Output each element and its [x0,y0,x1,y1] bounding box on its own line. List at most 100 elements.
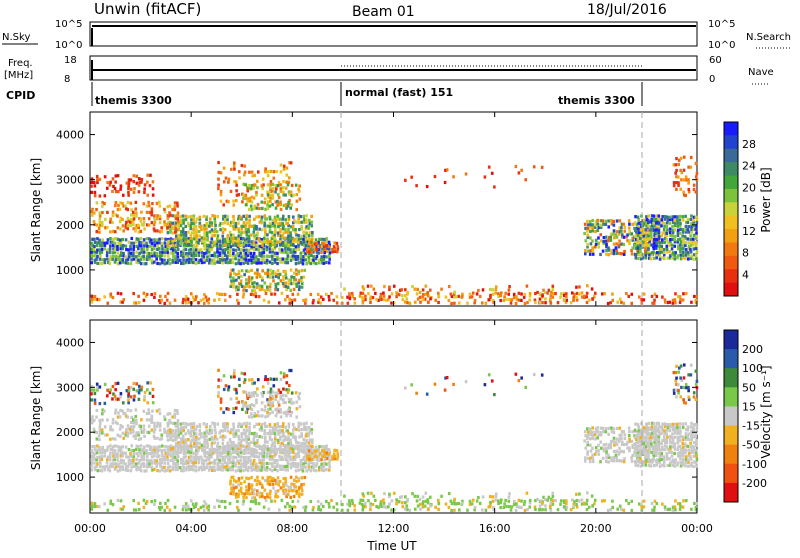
velocity-cell [195,436,198,439]
power-cell [600,239,603,242]
power-cell [287,204,290,207]
power-cell [650,228,653,231]
velocity-cell [110,500,113,503]
velocity-cell [142,448,145,451]
velocity-cell [180,447,183,450]
power-cell [98,227,101,230]
power-cell [167,240,170,243]
power-cell [143,299,146,302]
power-cell [446,168,449,171]
velocity-cell [372,503,375,506]
velocity-cell [287,408,290,411]
velocity-cell [401,501,404,504]
velocity-cell [504,499,507,502]
power-cell [578,292,581,295]
velocity-cell [550,509,553,512]
velocity-cell [133,398,136,401]
velocity-cell [177,428,180,431]
power-cell [245,252,248,255]
velocity-cell [198,446,201,449]
velocity-cell [287,391,290,394]
velocity-cell [245,465,248,468]
power-cell [230,190,233,193]
power-cell [315,248,318,251]
power-cell [292,215,295,218]
power-cell [187,231,190,234]
velocity-cell [596,436,599,439]
velocity-cell [130,395,133,398]
velocity-cell [200,456,203,459]
power-cell [129,245,132,248]
power-cell [143,227,146,230]
velocity-cell [180,450,183,453]
velocity-cell [91,505,94,508]
velocity-cell [272,483,275,486]
velocity-cell [618,451,621,454]
power-cell [243,285,246,288]
velocity-cell [217,391,220,394]
velocity-cell [245,456,248,459]
power-cell [146,237,149,240]
power-cell [161,242,164,245]
velocity-cell [276,411,279,414]
velocity-cell [292,423,295,426]
velocity-cell [309,438,312,441]
power-cell [224,218,227,221]
power-cell [152,194,155,197]
power-cell [236,293,239,296]
power-cell [240,255,243,258]
velocity-cell [121,445,124,448]
power-cell [294,255,297,258]
velocity-cell [204,455,207,458]
power-cell [320,258,323,261]
power-cell [284,241,287,244]
power-cell [233,164,236,167]
velocity-cell [132,499,135,502]
power-cell [610,219,613,222]
power-cell [221,258,224,261]
power-cell [278,248,281,251]
power-cell [127,191,130,194]
power-cell [200,299,203,302]
velocity-cell [167,499,170,502]
velocity-cell [643,500,646,503]
power-cell [583,232,586,235]
power-cell [255,258,258,261]
power-cell [166,226,169,229]
velocity-cell [258,423,261,426]
velocity-cell [175,442,178,445]
power-cell [695,295,698,298]
velocity-cell [156,425,159,428]
velocity-cell [266,445,269,448]
velocity-cell [374,499,377,502]
velocity-cell [156,469,159,472]
power-cell [229,240,232,243]
power-cell [96,178,99,181]
power-cell [602,240,605,243]
velocity-cell [112,385,115,388]
power-cell [557,301,560,304]
velocity-cell [187,438,190,441]
velocity-cell [151,428,154,431]
power-cell [289,248,292,251]
power-cell [172,227,175,230]
velocity-cell [330,499,333,502]
power-cell [269,200,272,203]
velocity-cell [302,506,305,509]
power-cell [264,228,267,231]
power-cell [329,251,332,254]
velocity-cell [303,422,306,425]
power-cell [90,251,93,254]
velocity-cell [98,446,101,449]
power-cell [285,276,288,279]
power-cell [195,228,198,231]
velocity-cell [177,455,180,458]
power-cell [134,229,137,232]
power-cell [210,248,213,251]
velocity-cell [284,435,287,438]
power-cell [195,258,198,261]
velocity-cell [362,492,365,495]
power-cell [275,170,278,173]
velocity-cell [271,465,274,468]
velocity-cell [285,381,288,384]
